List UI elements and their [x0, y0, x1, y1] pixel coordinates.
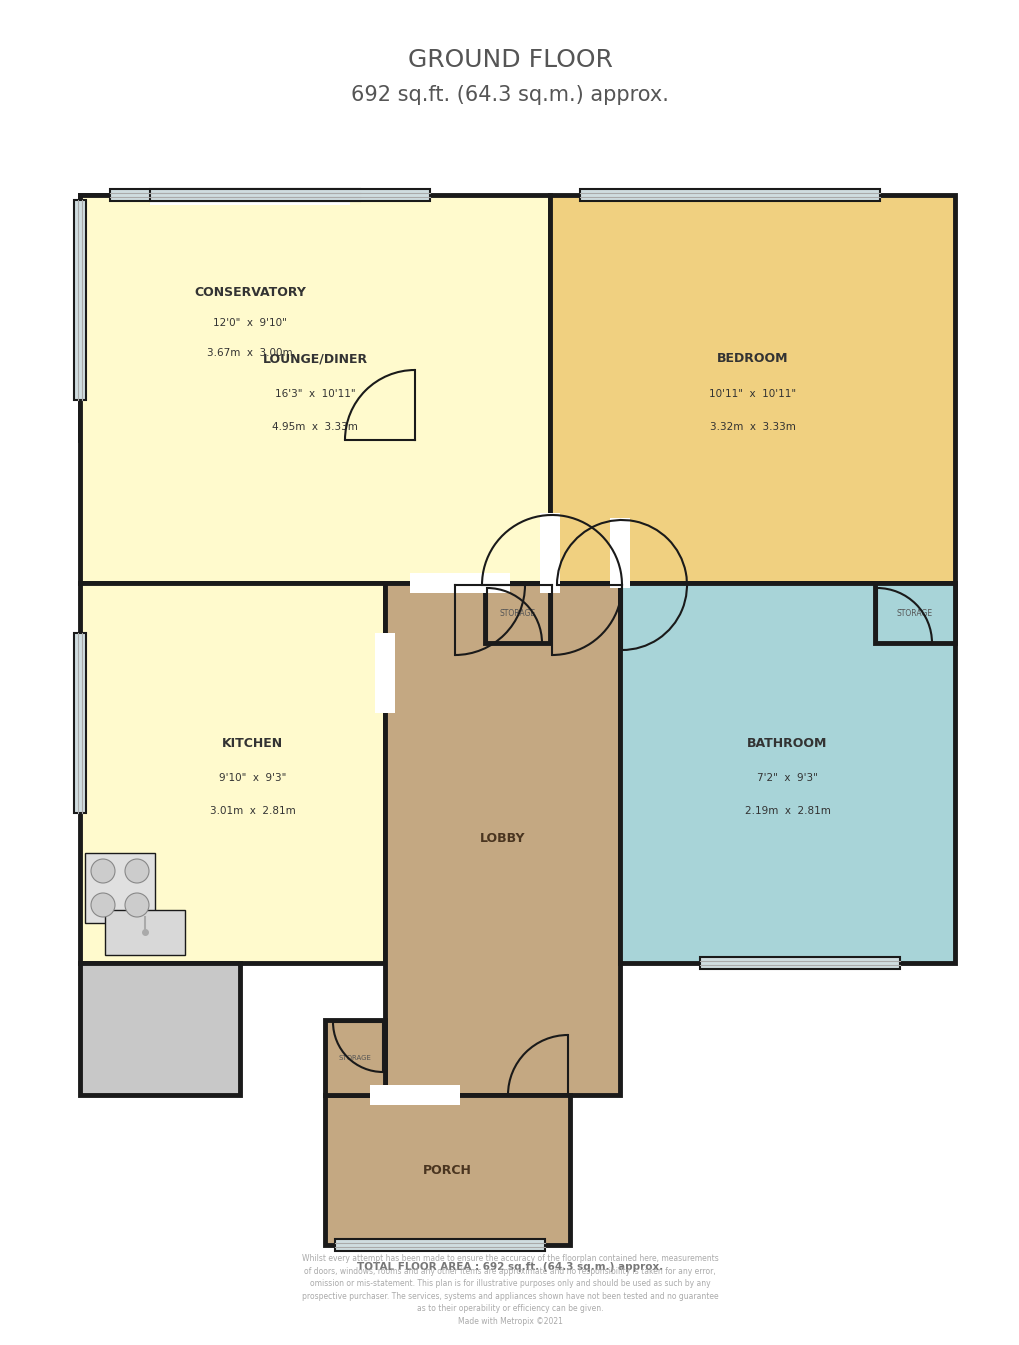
- Text: 4.95m  x  3.33m: 4.95m x 3.33m: [272, 422, 358, 432]
- Text: KITCHEN: KITCHEN: [222, 737, 283, 749]
- Bar: [85, 853, 155, 923]
- Bar: [620, 582, 954, 963]
- Text: 12'0"  x  9'10": 12'0" x 9'10": [213, 317, 286, 327]
- Circle shape: [125, 859, 149, 884]
- Bar: [325, 1095, 570, 1245]
- Bar: [549, 195, 954, 582]
- Bar: [74, 200, 86, 399]
- Text: TOTAL FLOOR AREA : 692 sq.ft. (64.3 sq.m.) approx.: TOTAL FLOOR AREA : 692 sq.ft. (64.3 sq.m…: [357, 1262, 662, 1272]
- Text: 3.32m  x  3.33m: 3.32m x 3.33m: [709, 422, 795, 432]
- Bar: [484, 582, 549, 643]
- Bar: [539, 512, 559, 593]
- Text: PORCH: PORCH: [423, 1163, 472, 1177]
- Text: STORAGE: STORAGE: [499, 608, 535, 617]
- Bar: [74, 633, 86, 812]
- Bar: [79, 963, 239, 1095]
- Bar: [79, 195, 420, 440]
- Text: 2.19m  x  2.81m: 2.19m x 2.81m: [744, 806, 829, 816]
- Bar: [150, 190, 430, 200]
- Circle shape: [91, 893, 115, 917]
- Bar: [384, 582, 620, 1095]
- Text: STORAGE: STORAGE: [896, 608, 932, 617]
- Text: 9'10"  x  9'3": 9'10" x 9'3": [219, 773, 286, 783]
- Bar: [334, 1239, 544, 1251]
- Text: GROUND FLOOR: GROUND FLOOR: [408, 48, 611, 73]
- Text: Whilst every attempt has been made to ensure the accuracy of the floorplan conta: Whilst every attempt has been made to en…: [302, 1255, 717, 1326]
- Bar: [325, 1020, 384, 1095]
- Text: BEDROOM: BEDROOM: [716, 352, 788, 366]
- Bar: [105, 911, 184, 955]
- Text: LOUNGE/DINER: LOUNGE/DINER: [262, 352, 367, 366]
- Text: 7'2"  x  9'3": 7'2" x 9'3": [756, 773, 817, 783]
- Bar: [699, 958, 899, 968]
- Bar: [150, 186, 350, 204]
- Text: 3.01m  x  2.81m: 3.01m x 2.81m: [210, 806, 296, 816]
- Bar: [410, 573, 510, 593]
- Bar: [609, 518, 630, 588]
- Bar: [375, 633, 394, 713]
- Bar: [110, 190, 360, 200]
- Text: 3.67m  x  3.00m: 3.67m x 3.00m: [207, 347, 292, 358]
- Circle shape: [125, 893, 149, 917]
- Bar: [79, 195, 549, 582]
- Text: 16'3"  x  10'11": 16'3" x 10'11": [274, 389, 355, 399]
- Text: 692 sq.ft. (64.3 sq.m.) approx.: 692 sq.ft. (64.3 sq.m.) approx.: [351, 85, 668, 105]
- Text: STORAGE: STORAGE: [338, 1054, 371, 1060]
- Text: BATHROOM: BATHROOM: [747, 737, 826, 749]
- Text: 10'11"  x  10'11": 10'11" x 10'11": [708, 389, 795, 399]
- Bar: [79, 582, 384, 963]
- Text: LOBBY: LOBBY: [479, 833, 525, 846]
- Bar: [580, 190, 879, 200]
- Bar: [874, 582, 954, 643]
- Bar: [370, 1085, 460, 1106]
- Circle shape: [91, 859, 115, 884]
- Text: CONSERVATORY: CONSERVATORY: [194, 286, 306, 299]
